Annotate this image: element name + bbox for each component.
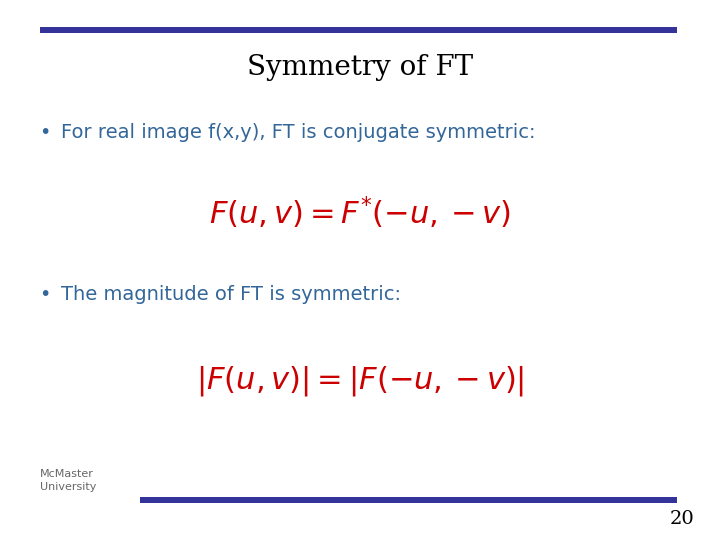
Text: •: • (40, 285, 51, 304)
Bar (140, 497, 677, 503)
Bar (40, 27, 677, 33)
Text: Symmetry of FT: Symmetry of FT (247, 54, 473, 81)
Text: •: • (40, 123, 51, 142)
Text: McMaster
University: McMaster University (40, 469, 96, 492)
Text: For real image f(x,y), FT is conjugate symmetric:: For real image f(x,y), FT is conjugate s… (61, 123, 536, 142)
Text: $|F(u,v)| = |F(-u,-v)|$: $|F(u,v)| = |F(-u,-v)|$ (196, 364, 524, 397)
Text: 20: 20 (670, 510, 695, 529)
Text: The magnitude of FT is symmetric:: The magnitude of FT is symmetric: (61, 285, 401, 304)
Text: $F(u,v) = F^{*}(-u,-v)$: $F(u,v) = F^{*}(-u,-v)$ (209, 195, 511, 232)
